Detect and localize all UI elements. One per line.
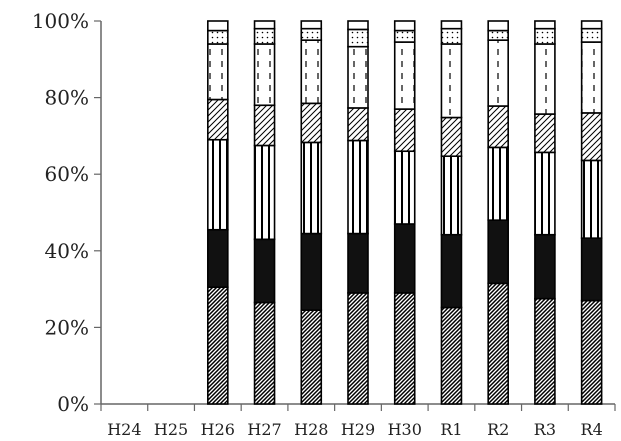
bar-segment-h27-2 — [253, 238, 276, 304]
bar-segment-r3-7 — [534, 20, 556, 30]
bar-segment-h28-1 — [300, 309, 323, 405]
x-tick-label: H29 — [341, 420, 375, 439]
bar-segment-r2-2 — [487, 219, 509, 285]
bar-segment-h28-2 — [300, 232, 323, 311]
bar-segment-r4-3 — [580, 159, 603, 239]
bar-segment-h26-1 — [207, 286, 229, 405]
bar-segment-r1-6 — [440, 27, 463, 45]
bar-segment-h27-7 — [253, 20, 276, 30]
bar-segment-h28-7 — [300, 20, 323, 30]
bar-segment-h29-2 — [347, 232, 369, 294]
bar-segment-h30-6 — [393, 29, 416, 43]
bar-segment-h30-2 — [393, 223, 416, 294]
bar-segment-r3-3 — [534, 151, 556, 236]
bar-segment-r3-5 — [534, 43, 556, 115]
bar-segment-h26-6 — [207, 29, 229, 45]
bar-segment-h28-6 — [300, 27, 323, 41]
bar-segment-r4-6 — [580, 27, 603, 43]
x-tick-label: R4 — [581, 420, 603, 439]
bar-segment-r1-2 — [440, 233, 463, 309]
bar-segment-r3-1 — [534, 297, 556, 405]
bar-segment-h29-7 — [347, 20, 369, 31]
bar-segment-h30-5 — [393, 41, 416, 110]
bar-segment-h29-6 — [347, 28, 369, 48]
x-tick-label: H24 — [107, 420, 141, 439]
bar-segment-r1-5 — [440, 43, 463, 119]
bar-segment-r2-4 — [487, 105, 509, 149]
bar-segment-h26-5 — [207, 43, 229, 101]
bar-segment-h29-5 — [347, 45, 369, 109]
y-tick-label: 100% — [32, 9, 89, 33]
x-tick-label: R2 — [487, 420, 509, 439]
bar-segment-h27-4 — [253, 104, 276, 147]
y-tick-label: 80% — [45, 86, 89, 110]
bar-segment-r4-4 — [580, 112, 603, 162]
bar-segment-r4-7 — [580, 20, 603, 30]
bar-segment-h27-5 — [253, 43, 276, 107]
bar-segment-h28-4 — [300, 102, 323, 144]
y-tick-label: 60% — [45, 162, 89, 186]
y-tick-label: 20% — [45, 315, 89, 339]
bars — [207, 20, 603, 405]
bar-segment-h29-1 — [347, 292, 369, 405]
bar-segment-h30-7 — [393, 20, 416, 32]
bar-segment-r2-6 — [487, 29, 509, 41]
bar-segment-h28-3 — [300, 141, 323, 235]
x-tick-label: H25 — [154, 420, 188, 439]
bar-segment-r4-5 — [580, 41, 603, 114]
bar-segment-r4-1 — [580, 299, 603, 405]
y-axis: 0% 20% 40% 60% 80% 100% — [32, 9, 102, 416]
bar-segment-r1-1 — [440, 306, 463, 405]
bar-segment-r2-3 — [487, 146, 509, 221]
x-axis: H24 H25 H26 H27 H28 H29 H30 R1 R2 R3 R4 — [100, 403, 616, 439]
x-tick-label: R1 — [440, 420, 462, 439]
bar-segment-r1-7 — [440, 20, 463, 30]
bar-segment-h26-4 — [207, 98, 229, 141]
bar-segment-h27-6 — [253, 27, 276, 45]
bar-segment-h27-3 — [253, 144, 276, 241]
bar-segment-h30-1 — [393, 292, 416, 405]
x-tick-label: H30 — [388, 420, 422, 439]
bar-segment-h29-3 — [347, 139, 369, 235]
bar-segment-h30-4 — [393, 108, 416, 153]
bar-segment-h26-2 — [207, 228, 229, 288]
bar-segment-r4-2 — [580, 237, 603, 302]
bar-segment-r1-4 — [440, 116, 463, 157]
bar-segment-h27-1 — [253, 301, 276, 405]
x-tick-label: H28 — [294, 420, 328, 439]
bar-segment-r1-3 — [440, 155, 463, 236]
y-tick-label: 40% — [45, 239, 89, 263]
bar-segment-r2-7 — [487, 20, 509, 32]
bar-segment-r2-1 — [487, 282, 509, 405]
bar-segment-h28-5 — [300, 39, 323, 105]
bar-segment-h26-7 — [207, 20, 229, 32]
y-tick-label: 0% — [57, 392, 89, 416]
bar-segment-r3-2 — [534, 233, 556, 300]
bar-segment-h26-3 — [207, 138, 229, 231]
bar-segment-r2-5 — [487, 39, 509, 107]
x-tick-label: H26 — [201, 420, 235, 439]
bar-segment-r3-4 — [534, 113, 556, 154]
bar-segment-r3-6 — [534, 27, 556, 45]
x-tick-label: R3 — [534, 420, 556, 439]
bar-segment-h30-3 — [393, 150, 416, 225]
x-tick-label: H27 — [247, 420, 281, 439]
bar-segment-h29-4 — [347, 107, 369, 142]
